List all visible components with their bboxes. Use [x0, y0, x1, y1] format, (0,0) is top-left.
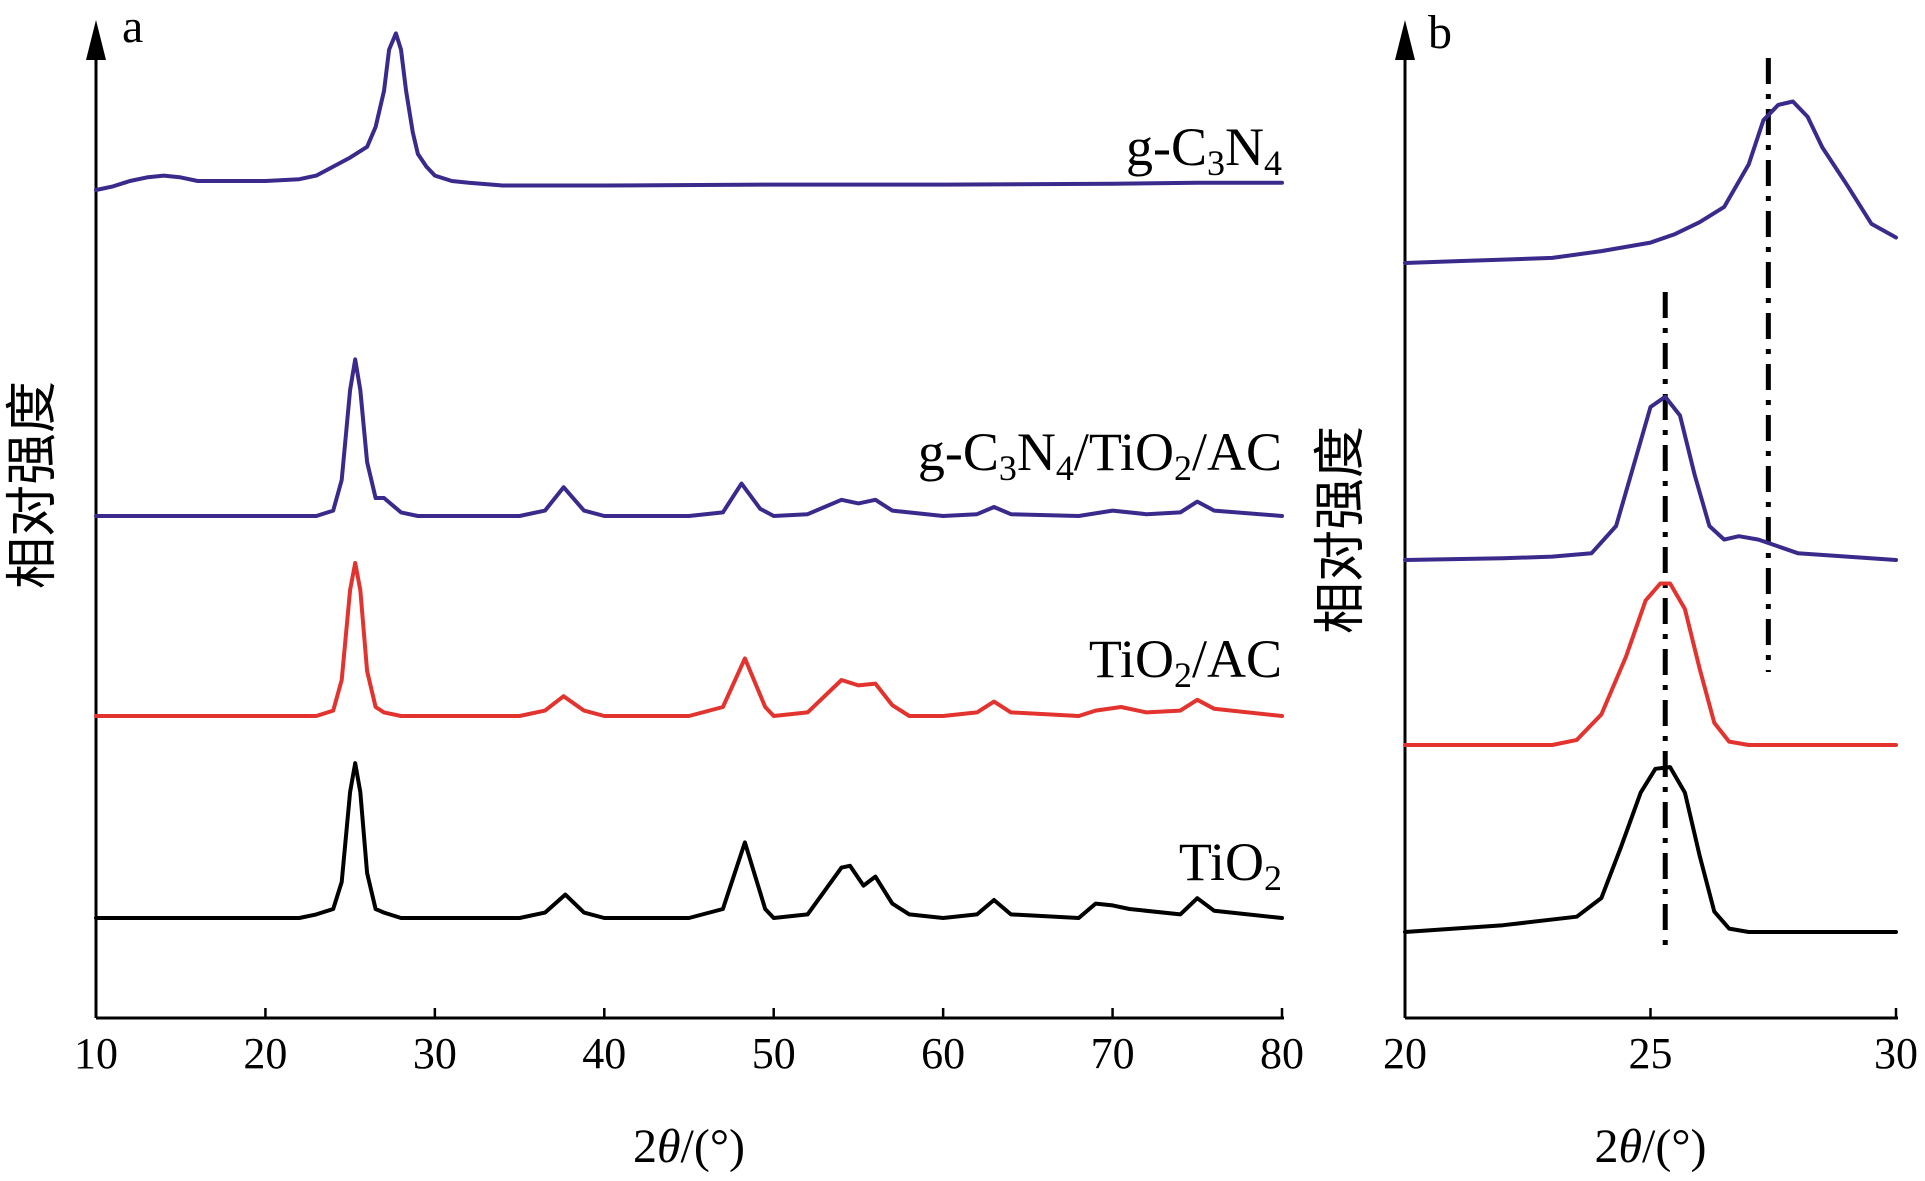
x-axis-title: 2θ/(°) — [633, 1120, 745, 1173]
series-line — [1403, 394, 1898, 562]
x-tick-label: 25 — [1629, 1029, 1673, 1078]
series-line — [1403, 99, 1898, 265]
series-label: TiO2/AC — [1089, 629, 1282, 695]
series-label: TiO2 — [1179, 832, 1282, 898]
series-line — [1403, 581, 1898, 747]
panel-letter: a — [122, 0, 143, 53]
series-line — [94, 357, 1284, 518]
x-tick-label: 40 — [582, 1029, 626, 1078]
series-line — [94, 761, 1284, 920]
x-tick-label: 20 — [243, 1029, 287, 1078]
x-tick-label: 10 — [74, 1029, 118, 1078]
x-tick-label: 20 — [1383, 1029, 1427, 1078]
y-axis-title: 相对强度 — [1311, 426, 1371, 634]
x-tick-label: 30 — [1874, 1029, 1918, 1078]
series-line — [94, 561, 1284, 718]
series-label: g-C3N4 — [1126, 117, 1282, 183]
y-axis-arrow — [1395, 20, 1415, 60]
panel-letter: b — [1428, 6, 1452, 59]
y-axis-title: 相对强度 — [3, 381, 63, 589]
panel-b: 20 25 30 2θ/(°) 相对强度 b — [1311, 6, 1918, 1173]
x-axis-title: 2θ/(°) — [1594, 1120, 1706, 1173]
panel-a: 10 20 30 40 50 60 70 80 2θ/(°) 相对强度 a g-C3N4 g-C3N4/… — [3, 0, 1304, 1173]
series-line — [94, 31, 1284, 192]
x-tick-label: 50 — [752, 1029, 796, 1078]
series-line — [1403, 765, 1898, 934]
x-tick-label: 60 — [921, 1029, 965, 1078]
x-tick-label: 30 — [413, 1029, 457, 1078]
y-axis-arrow — [86, 20, 106, 60]
series-label: g-C3N4/TiO2/AC — [918, 422, 1282, 488]
x-tick-label: 70 — [1091, 1029, 1135, 1078]
x-tick-label: 80 — [1260, 1029, 1304, 1078]
